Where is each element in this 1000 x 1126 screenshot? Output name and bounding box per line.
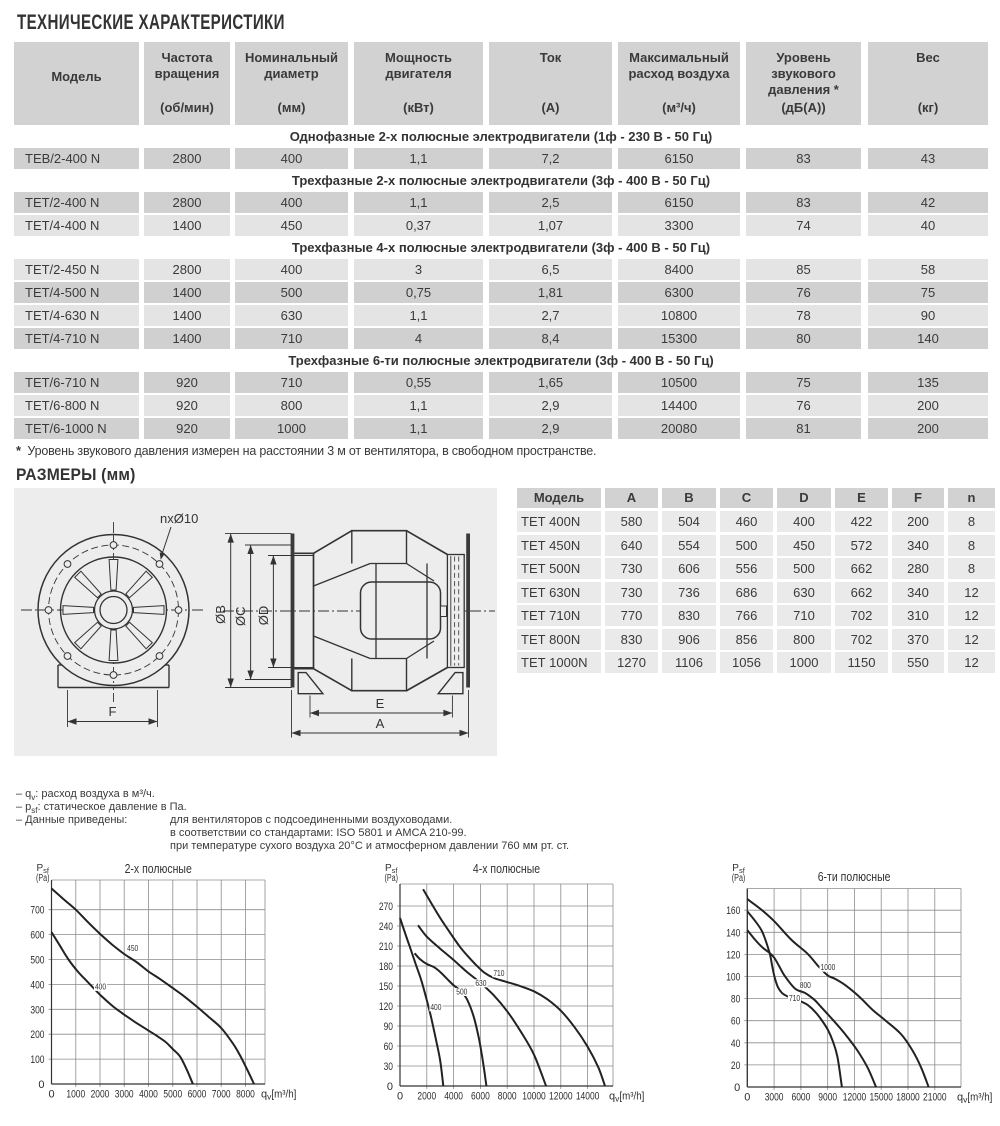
svg-text:600: 600 [30, 930, 44, 942]
svg-text:9000: 9000 [818, 1092, 837, 1104]
svg-text:20: 20 [731, 1060, 740, 1072]
svg-text:10000: 10000 [522, 1091, 546, 1103]
svg-text:80: 80 [731, 994, 740, 1006]
svg-text:710: 710 [789, 994, 801, 1003]
svg-text:120: 120 [379, 1001, 393, 1013]
svg-text:ØD: ØD [256, 606, 271, 626]
svg-text:200: 200 [30, 1029, 44, 1041]
svg-text:90: 90 [384, 1021, 393, 1033]
svg-text:630: 630 [475, 979, 487, 988]
svg-text:500: 500 [30, 955, 44, 967]
svg-text:500: 500 [456, 988, 468, 997]
svg-text:(Pa): (Pa) [385, 873, 399, 884]
svg-text:300: 300 [30, 1004, 44, 1016]
svg-text:Psf: Psf [732, 863, 745, 875]
svg-text:710: 710 [493, 969, 505, 978]
svg-text:12000: 12000 [549, 1091, 573, 1103]
svg-text:2-х полюсные: 2-х полюсные [125, 862, 192, 876]
svg-text:30: 30 [384, 1061, 393, 1073]
svg-text:(Pa): (Pa) [732, 873, 746, 884]
svg-text:5000: 5000 [163, 1089, 182, 1101]
svg-text:0: 0 [744, 1092, 750, 1104]
svg-text:qv[m³/h]: qv[m³/h] [609, 1091, 644, 1104]
svg-text:60: 60 [384, 1041, 393, 1053]
svg-text:2000: 2000 [417, 1091, 436, 1103]
svg-text:3000: 3000 [115, 1089, 134, 1101]
svg-text:4000: 4000 [444, 1091, 463, 1103]
svg-text:Psf: Psf [37, 863, 50, 875]
svg-text:7000: 7000 [212, 1089, 231, 1101]
svg-text:1000: 1000 [66, 1089, 85, 1101]
svg-text:18000: 18000 [896, 1092, 920, 1104]
svg-text:6000: 6000 [792, 1092, 811, 1104]
svg-text:120: 120 [726, 949, 740, 961]
svg-text:Psf: Psf [385, 863, 398, 875]
svg-text:160: 160 [726, 905, 740, 917]
svg-text:A: A [376, 716, 385, 731]
svg-text:6000: 6000 [471, 1091, 490, 1103]
svg-text:6-ти полюсные: 6-ти полюсные [818, 870, 891, 884]
svg-text:0: 0 [48, 1089, 54, 1101]
svg-text:210: 210 [379, 941, 393, 953]
svg-text:400: 400 [95, 982, 107, 991]
svg-text:40: 40 [731, 1038, 740, 1050]
svg-text:180: 180 [379, 961, 393, 973]
svg-text:21000: 21000 [923, 1092, 947, 1104]
svg-text:4000: 4000 [139, 1089, 158, 1101]
svg-text:270: 270 [379, 901, 393, 913]
svg-text:140: 140 [726, 927, 740, 939]
svg-text:100: 100 [30, 1054, 44, 1066]
svg-text:qv[m³/h]: qv[m³/h] [261, 1089, 296, 1102]
svg-text:0: 0 [38, 1079, 44, 1091]
svg-text:E: E [376, 696, 385, 711]
svg-text:100: 100 [726, 972, 740, 984]
svg-text:4-х полюсные: 4-х полюсные [473, 862, 540, 876]
svg-text:6000: 6000 [188, 1089, 207, 1101]
svg-text:ØB: ØB [213, 605, 228, 624]
svg-text:450: 450 [127, 944, 139, 953]
svg-text:0: 0 [397, 1091, 403, 1103]
svg-text:1000: 1000 [821, 963, 836, 972]
svg-text:3000: 3000 [765, 1092, 784, 1104]
svg-text:qv[m³/h]: qv[m³/h] [957, 1092, 992, 1105]
svg-text:nxØ10: nxØ10 [160, 511, 198, 526]
svg-text:240: 240 [379, 921, 393, 933]
svg-text:14000: 14000 [576, 1091, 600, 1103]
svg-text:15000: 15000 [869, 1092, 893, 1104]
svg-text:8000: 8000 [498, 1091, 517, 1103]
svg-text:12000: 12000 [843, 1092, 867, 1104]
svg-text:800: 800 [800, 981, 812, 990]
svg-text:150: 150 [379, 981, 393, 993]
svg-text:8000: 8000 [236, 1089, 255, 1101]
svg-text:700: 700 [30, 905, 44, 917]
svg-text:400: 400 [430, 1003, 442, 1012]
svg-text:0: 0 [387, 1081, 393, 1093]
svg-text:F: F [109, 704, 117, 719]
svg-text:ØC: ØC [233, 606, 248, 626]
svg-text:2000: 2000 [91, 1089, 110, 1101]
svg-text:(Pa): (Pa) [36, 873, 50, 884]
svg-text:0: 0 [734, 1082, 740, 1094]
svg-text:60: 60 [731, 1016, 740, 1028]
svg-text:400: 400 [30, 979, 44, 991]
